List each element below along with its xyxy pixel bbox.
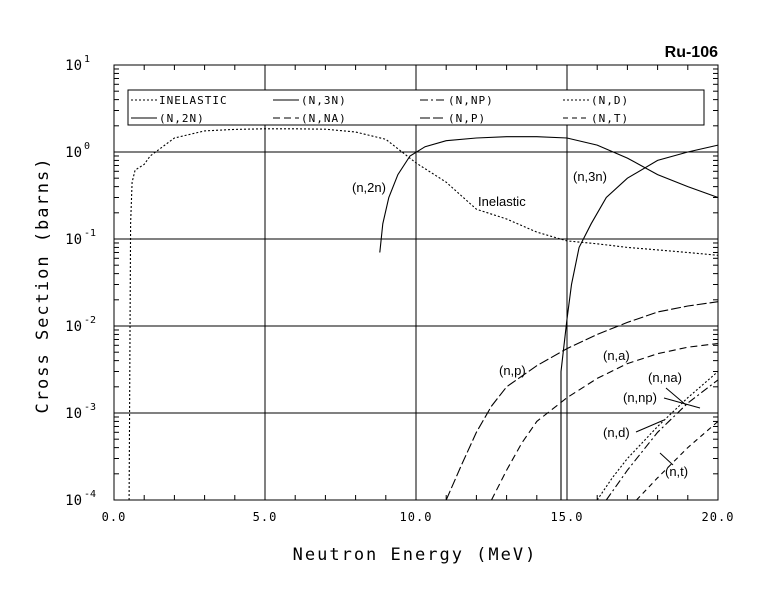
annotation-leader xyxy=(659,452,674,466)
legend: INELASTIC (N,3N) (N,NP) (N,D) (N,2N) (N,NA) (N… xyxy=(127,89,705,126)
y-tick-base: 10 xyxy=(65,58,82,74)
series-line xyxy=(491,342,719,501)
y-tick-label: 10 -2 xyxy=(65,315,96,335)
series-line xyxy=(128,128,719,501)
y-tick-exponent: -3 xyxy=(84,402,96,413)
y-tick-label: 10 -1 xyxy=(65,228,96,248)
x-tick-label: 5.0 xyxy=(253,510,278,524)
legend-label: INELASTIC xyxy=(159,94,228,107)
legend-label: (N,P) xyxy=(448,112,486,125)
curve-annotation: (n,p) xyxy=(499,363,526,378)
y-tick-base: 10 xyxy=(65,406,82,422)
legend-label: (N,T) xyxy=(591,112,629,125)
annotation-leader xyxy=(663,397,701,409)
y-tick-base: 10 xyxy=(65,145,82,161)
legend-label: (N,D) xyxy=(591,94,629,107)
y-tick-exponent: 1 xyxy=(84,54,90,65)
curve-annotations: (n,2n) Inelastic (n,3n) (n,p) (n,a) (n,na) (n,… xyxy=(352,169,701,479)
curve-annotation: (n,d) xyxy=(603,425,630,440)
legend-label: (N,NA) xyxy=(301,112,347,125)
legend-label: (N,NP) xyxy=(448,94,494,107)
y-tick-exponent: -2 xyxy=(84,315,96,326)
y-tick-label: 10 -4 xyxy=(65,489,96,509)
y-tick-label: 10 -3 xyxy=(65,402,96,422)
x-tick-label: 0.0 xyxy=(102,510,127,524)
legend-label: (N,2N) xyxy=(159,112,205,125)
y-tick-exponent: -4 xyxy=(84,489,96,500)
series-line xyxy=(560,144,719,500)
legend-label: (N,3N) xyxy=(301,94,347,107)
curve-annotation: (n,3n) xyxy=(573,169,607,184)
annotation-leader xyxy=(635,419,665,433)
y-axis-label: Cross Section (barns) xyxy=(33,157,53,414)
y-tick-base: 10 xyxy=(65,232,82,248)
x-axis-label: Neutron Energy (MeV) xyxy=(293,545,538,565)
curve-annotation: (n,np) xyxy=(623,390,657,405)
y-tick-exponent: 0 xyxy=(84,141,90,152)
series-line xyxy=(596,371,719,501)
curve-annotation: (n,2n) xyxy=(352,180,386,195)
legend-box xyxy=(127,89,705,126)
series-line xyxy=(636,420,719,501)
curve-annotation: (n,t) xyxy=(665,464,688,479)
y-tick-exponent: -1 xyxy=(84,228,96,239)
curve-annotation: (n,a) xyxy=(603,348,630,363)
y-tick-label: 10 1 xyxy=(65,54,90,74)
series-line xyxy=(445,301,719,501)
series-line xyxy=(605,379,719,501)
series-lines xyxy=(128,128,719,501)
plot-frame xyxy=(113,64,719,501)
curve-annotation: (n,na) xyxy=(648,370,682,385)
curve-annotation: Inelastic xyxy=(478,194,526,209)
chart-title: Ru-106 xyxy=(665,44,718,61)
x-tick-label: 10.0 xyxy=(400,510,433,524)
y-tick-base: 10 xyxy=(65,319,82,335)
x-tick-label: 20.0 xyxy=(702,510,735,524)
x-tick-label: 15.0 xyxy=(551,510,584,524)
y-tick-label: 10 0 xyxy=(65,141,90,161)
series-line xyxy=(379,136,719,253)
annotation-leader xyxy=(665,387,687,406)
y-tick-base: 10 xyxy=(65,493,82,509)
x-tick-labels: 0.0 5.0 10.0 15.0 20.0 xyxy=(102,510,735,524)
